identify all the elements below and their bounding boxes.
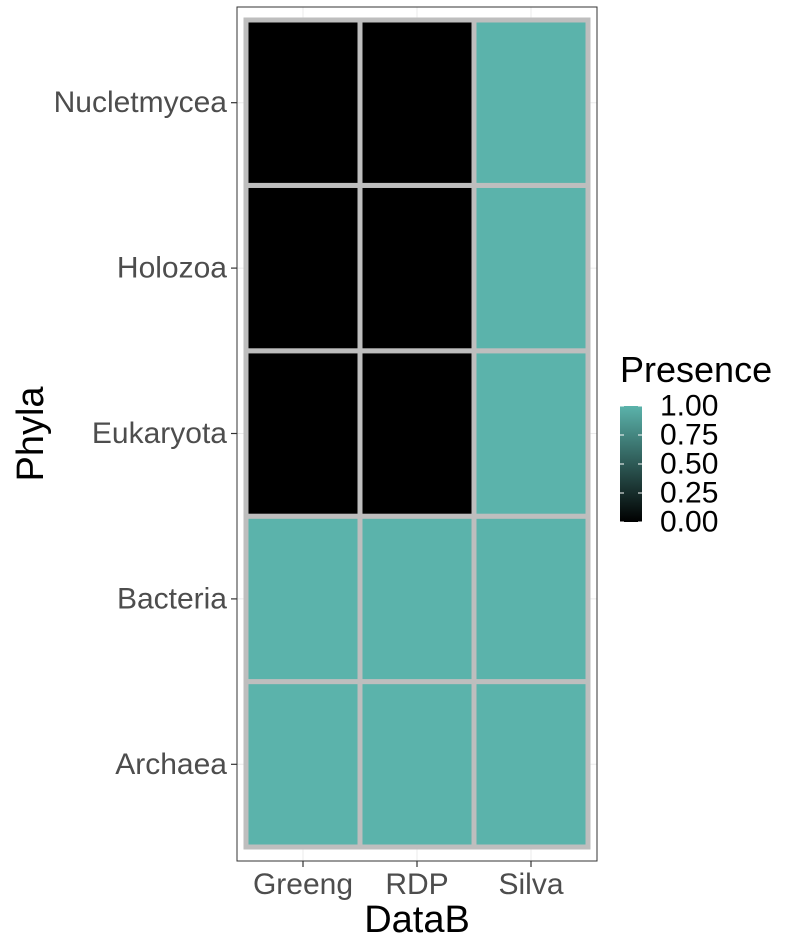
legend-label: 0.00 bbox=[660, 506, 718, 539]
y-tick-label: Nucletmycea bbox=[54, 86, 228, 119]
heatmap-tile bbox=[471, 513, 591, 685]
heatmap-tile bbox=[243, 17, 363, 188]
legend-label: 0.50 bbox=[660, 448, 718, 481]
x-tick-label: Silva bbox=[498, 868, 563, 901]
y-tick-label: Archaea bbox=[115, 748, 227, 781]
legend-label: 1.00 bbox=[660, 390, 718, 423]
x-axis: Greeng RDP Silva bbox=[253, 861, 564, 901]
y-tick-label: Holozoa bbox=[117, 252, 227, 285]
y-tick-label: Eukaryota bbox=[92, 417, 227, 450]
heatmap-tile bbox=[357, 17, 477, 188]
legend-label: 0.25 bbox=[660, 477, 718, 510]
heatmap-tile bbox=[243, 679, 363, 850]
heatmap-tile bbox=[471, 182, 591, 354]
heatmap-tile bbox=[471, 348, 591, 519]
heatmap-tile bbox=[243, 513, 363, 685]
legend-label: 0.75 bbox=[660, 419, 718, 452]
heatmap-tiles bbox=[243, 17, 591, 850]
legend-title: Presence bbox=[620, 349, 772, 390]
heatmap-tile bbox=[471, 679, 591, 850]
y-axis: Archaea Bacteria Eukaryota Holozoa Nucletmyc… bbox=[54, 86, 237, 781]
heatmap-tile bbox=[471, 17, 591, 188]
heatmap-tile bbox=[357, 679, 477, 850]
heatmap-tile bbox=[243, 348, 363, 519]
legend-colorbar bbox=[620, 406, 642, 522]
x-tick-label: Greeng bbox=[253, 868, 353, 901]
heatmap-tile bbox=[357, 348, 477, 519]
legend-ticks: 1.000.750.500.250.00 bbox=[620, 390, 718, 539]
x-tick-label: RDP bbox=[385, 868, 448, 901]
heatmap-tile bbox=[243, 182, 363, 354]
heatmap-tile bbox=[357, 182, 477, 354]
legend: Presence 1.000.750.500.250.00 bbox=[620, 349, 772, 539]
y-tick-label: Bacteria bbox=[117, 582, 227, 615]
y-axis-title: Phyla bbox=[10, 386, 52, 482]
x-axis-title: DataB bbox=[364, 899, 470, 941]
heatmap-tile bbox=[357, 513, 477, 685]
